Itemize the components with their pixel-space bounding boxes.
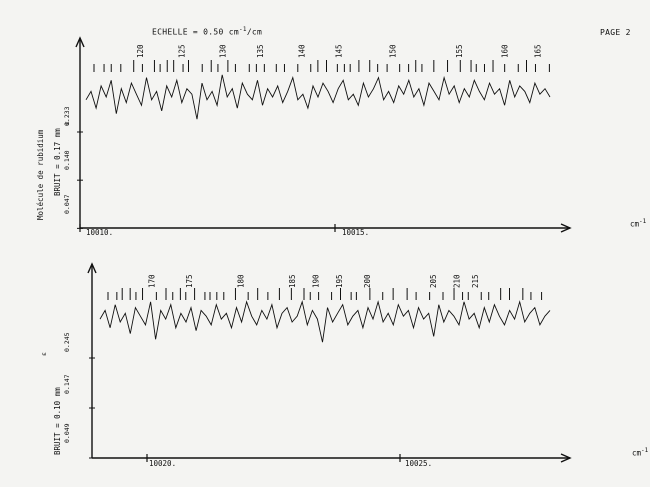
line-number-0-3: 135 (256, 44, 265, 58)
line-number-0-4: 140 (297, 44, 306, 58)
scale-suffix: /cm (246, 27, 263, 37)
side-title: Molécule de rubidium (36, 129, 45, 220)
xunit-top-exp: -1 (639, 218, 647, 225)
line-number-0-2: 130 (219, 44, 228, 58)
x-axis-arrow-0 (560, 223, 572, 233)
ytick-top-1: 0.047 (63, 194, 71, 214)
spectrum-trace-1 (99, 300, 551, 343)
line-number-1-1: 175 (185, 274, 194, 288)
scale-label: ECHELLE = 0.50 cm-1/cm (152, 26, 262, 37)
ytick-bottom-2: 0.147 (63, 374, 71, 394)
line-number-1-4: 190 (312, 274, 321, 288)
line-number-0-5: 145 (335, 44, 344, 58)
xtick-top-2: 10015. (342, 228, 370, 237)
scale-exponent: -1 (238, 26, 247, 33)
line-number-0-6: 150 (389, 44, 398, 58)
xunit-top-text: cm (630, 219, 640, 229)
xtick-bottom-1: 10020. (149, 459, 177, 468)
line-number-0-7: 155 (455, 44, 464, 58)
line-number-1-0: 170 (148, 274, 157, 288)
x-axis-arrow-1 (560, 453, 572, 463)
line-number-0-9: 165 (534, 44, 543, 58)
ytick-bottom-1: 0.049 (63, 423, 71, 443)
y-unit-bottom: ε (40, 352, 48, 356)
noise-label-bottom: BRUIT = 0.10 mm (53, 387, 62, 455)
line-number-0-0: 120 (136, 44, 145, 58)
noise-label-top: BRUIT = 0.17 mm (53, 128, 62, 196)
xtick-top-1: 10010. (86, 228, 114, 237)
xunit-bottom: cm-1 (632, 447, 648, 458)
ytick-top-2: 0.140 (63, 150, 71, 170)
line-number-1-6: 200 (363, 274, 372, 288)
line-number-1-7: 205 (429, 274, 438, 288)
y-unit-top: ε (63, 121, 71, 125)
page-label: PAGE 2 (600, 28, 631, 37)
xunit-bottom-exp: -1 (641, 447, 649, 454)
y-axis-arrow-1 (87, 262, 97, 274)
xunit-top: cm-1 (630, 218, 646, 229)
xunit-bottom-text: cm (632, 448, 642, 458)
line-number-0-1: 125 (177, 44, 186, 58)
scale-label-text: ECHELLE = 0.50 cm (152, 27, 239, 37)
xtick-bottom-2: 10025. (405, 459, 433, 468)
y-axis-arrow-0 (75, 36, 85, 48)
line-number-1-2: 180 (237, 274, 246, 288)
line-number-0-8: 160 (500, 44, 509, 58)
line-number-1-9: 215 (471, 274, 480, 288)
ytick-bottom-3: 0.245 (63, 332, 71, 352)
line-number-1-8: 210 (452, 274, 461, 288)
line-number-1-3: 185 (288, 274, 297, 288)
spectrum-trace-0 (85, 74, 551, 120)
line-number-1-5: 195 (335, 274, 344, 288)
